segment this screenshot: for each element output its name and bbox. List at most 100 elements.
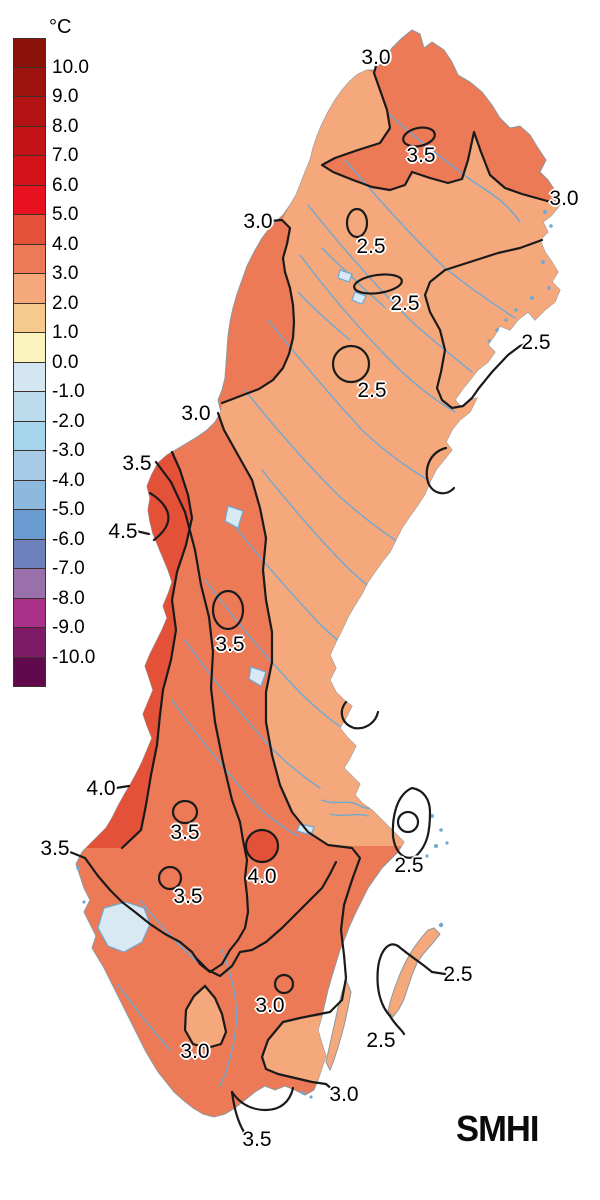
legend-color-box xyxy=(13,333,46,363)
contour-value-label: 3.0 xyxy=(549,187,579,210)
legend-color-box xyxy=(13,539,46,569)
legend-boundary-label: 10.0 xyxy=(52,56,89,78)
isotherm-contours xyxy=(68,64,560,1134)
contour-2-5-blob xyxy=(331,344,371,384)
contour-value-label: 2.5 xyxy=(390,292,420,315)
lake-storsjon xyxy=(224,505,244,529)
legend-boundary-label: 6.0 xyxy=(52,174,79,196)
contour-3-0-vattern-patch xyxy=(183,984,228,1050)
contour-value-label: 2.5 xyxy=(394,854,424,877)
contour-value-label: 3.5 xyxy=(40,837,70,860)
legend-boundary-label: 4.0 xyxy=(52,233,79,255)
contour-3-5-circle-b xyxy=(157,865,183,891)
legend-color-box xyxy=(13,657,46,687)
contour-3-5-oval-north xyxy=(402,126,436,148)
contour-3-0-north xyxy=(320,64,560,206)
contour-3-0-mid xyxy=(216,411,362,1092)
legend-boundary-label: -9.0 xyxy=(52,617,85,638)
contour-value-label: 2.5 xyxy=(357,379,387,402)
contour-value-label: 3.5 xyxy=(173,885,203,908)
region-2-3-kalmar xyxy=(262,1016,333,1090)
island-oland xyxy=(325,978,352,1072)
legend-boundary-label: 8.0 xyxy=(52,115,79,137)
contour-3-5-south-wavy xyxy=(194,860,338,978)
legend-boundary-label: -8.0 xyxy=(52,587,85,609)
legend-color-box xyxy=(13,185,46,215)
contour-2-5-east xyxy=(423,238,544,410)
legend-boundary-label: 9.0 xyxy=(52,86,79,107)
contour-value-label: 2.5 xyxy=(521,331,551,354)
contour-value-label: 3.0 xyxy=(181,402,211,425)
legend-boundary-label: -2.0 xyxy=(52,410,85,432)
legend-color-box xyxy=(13,569,46,599)
islands xyxy=(325,927,441,1072)
legend-boundary-label: 3.0 xyxy=(52,263,79,284)
contour-value-label: 3.0 xyxy=(180,1040,210,1063)
legend-boundary-label: -6.0 xyxy=(52,528,85,550)
legend-boundary-label: 2.0 xyxy=(52,292,79,314)
contour-2-5-gotland xyxy=(376,943,434,1036)
legend-color-box xyxy=(13,451,46,481)
legend-color-box xyxy=(13,274,46,304)
contour-2-5-stockholm-outer xyxy=(391,786,432,859)
contour-3-5-west xyxy=(83,460,250,974)
contour-3-5-south-coast xyxy=(230,1086,295,1112)
temperature-legend: °C 10.0 9.0 8.0 7.0 6.0 5.0 4.0 3.0 2.0 1.0 0.0 -1.… xyxy=(0,0,120,720)
archipelago-islets xyxy=(76,210,553,1099)
legend-color-box xyxy=(13,97,46,127)
contour-2-5-stockholm-inner xyxy=(396,810,420,834)
contour-value-label: 3.5 xyxy=(242,1128,272,1151)
legend-boundary-label: -5.0 xyxy=(52,499,85,520)
legend-color-box xyxy=(13,244,46,274)
contour-3-0-west-pocket xyxy=(220,218,296,405)
contour-value-label: 3.0 xyxy=(243,210,273,233)
contour-3-5-oval-mid xyxy=(211,589,245,631)
contour-3-5-circle-a xyxy=(171,799,199,825)
contour-4-5-tick xyxy=(134,529,151,536)
legend-color-box xyxy=(13,67,46,97)
island-gotland xyxy=(387,927,441,1018)
contour-2-5-coast-hook-b xyxy=(340,700,380,730)
legend-boundary-label: 1.0 xyxy=(52,322,79,343)
contour-2-5-coast-hook-a xyxy=(425,446,456,495)
contour-value-label: 2.5 xyxy=(356,235,386,258)
legend-boundary-label: -1.0 xyxy=(52,381,85,402)
legend-color-box xyxy=(13,628,46,658)
legend-color-box xyxy=(13,156,46,186)
legend-boundary-label: -3.0 xyxy=(52,440,85,461)
contour-value-label: 3.5 xyxy=(406,144,436,167)
contour-value-label: 3.5 xyxy=(170,821,200,844)
contour-value-label: 4.0 xyxy=(247,865,277,888)
legend-boundary-label: 5.0 xyxy=(52,204,79,225)
legend-color-box xyxy=(13,421,46,451)
contour-value-label: 2.5 xyxy=(366,1029,396,1052)
legend-color-box xyxy=(13,480,46,510)
legend-color-box xyxy=(13,215,46,245)
contour-value-label: 3.5 xyxy=(215,633,245,656)
legend-color-box xyxy=(13,303,46,333)
contour-2-5-gotland-leader xyxy=(430,970,447,976)
contour-value-label: 4.0 xyxy=(86,777,116,800)
contour-3-0-circle-small xyxy=(273,973,295,995)
legend-color-box xyxy=(13,38,46,68)
contour-value-label: 3.5 xyxy=(122,452,152,475)
smhi-logo: SMHI xyxy=(456,1108,540,1149)
legend-boundary-label: -4.0 xyxy=(52,469,85,491)
contour-value-label: 4.5 xyxy=(108,520,138,543)
legend-boundary-label: 0.0 xyxy=(52,351,79,373)
contour-value-label: 3.0 xyxy=(329,1083,359,1106)
legend-boundary-label: -10.0 xyxy=(52,646,96,668)
legend-boundary-label: 7.0 xyxy=(52,145,79,166)
legend-color-box xyxy=(13,362,46,392)
legend-unit-label: °C xyxy=(49,16,72,38)
contour-value-label: 2.5 xyxy=(443,963,473,986)
lake-siljan xyxy=(248,666,267,687)
legend-color-box xyxy=(13,392,46,422)
legend-boundary-label: -7.0 xyxy=(52,558,85,579)
contour-4-0-blob xyxy=(244,828,280,864)
contour-4-0-west xyxy=(120,450,194,850)
contour-2-5-oval-a xyxy=(345,207,369,239)
contour-4-0-west-tick xyxy=(114,784,131,790)
